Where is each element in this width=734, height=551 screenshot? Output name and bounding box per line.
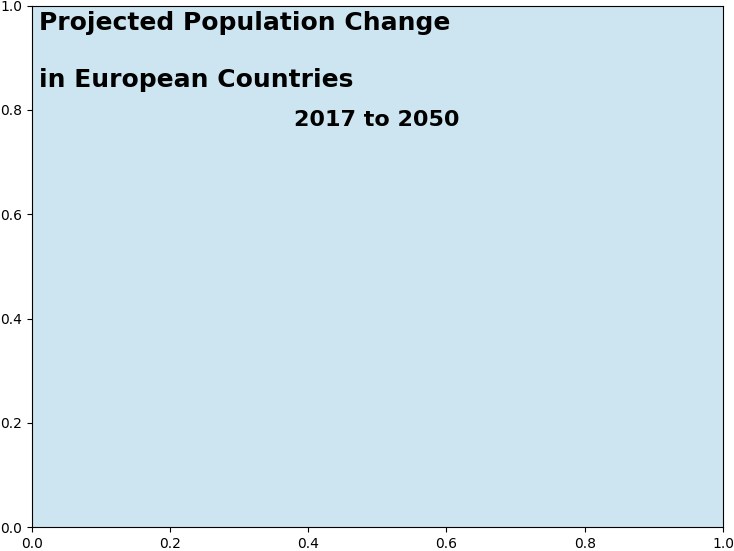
Text: in European Countries: in European Countries — [39, 68, 353, 92]
Text: 2017 to 2050: 2017 to 2050 — [294, 110, 460, 130]
Text: Projected Population Change: Projected Population Change — [39, 10, 450, 35]
